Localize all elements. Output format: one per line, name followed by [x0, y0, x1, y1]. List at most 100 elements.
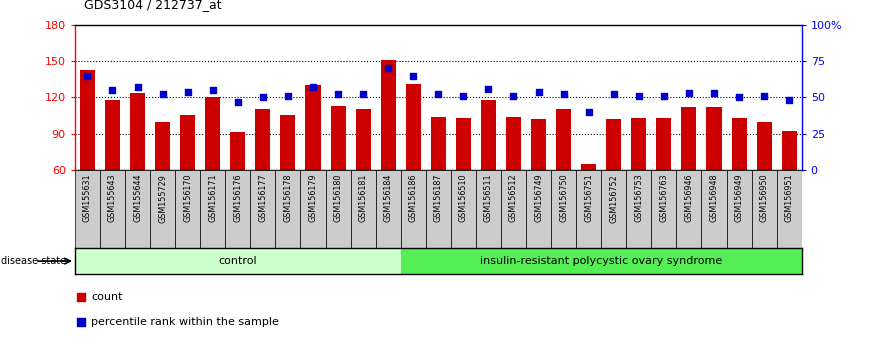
Text: GDS3104 / 212737_at: GDS3104 / 212737_at [84, 0, 221, 11]
Bar [677, 170, 701, 248]
Bar [356, 109, 371, 170]
Bar [481, 100, 496, 170]
Text: GSM156512: GSM156512 [509, 174, 518, 222]
Bar [130, 92, 145, 170]
Bar [351, 170, 375, 248]
Point [581, 109, 596, 115]
Text: GSM156177: GSM156177 [258, 174, 267, 222]
Bar [105, 100, 120, 170]
Point [757, 93, 771, 99]
Point [707, 90, 721, 96]
Point [181, 89, 195, 95]
Point [481, 86, 495, 91]
Text: GSM156510: GSM156510 [459, 174, 468, 222]
Point [657, 93, 671, 99]
Point [156, 92, 170, 97]
Bar [250, 170, 276, 248]
Bar [280, 115, 295, 170]
Text: GSM155631: GSM155631 [83, 174, 92, 222]
Bar [777, 170, 802, 248]
Point [607, 92, 621, 97]
Text: GSM156180: GSM156180 [334, 174, 343, 222]
Bar [651, 170, 677, 248]
Bar [451, 170, 476, 248]
Point [281, 93, 295, 99]
Bar [175, 170, 200, 248]
Bar [180, 115, 196, 170]
Point [255, 95, 270, 100]
Bar [506, 117, 521, 170]
Bar [100, 170, 125, 248]
Bar [701, 170, 727, 248]
Bar [431, 117, 446, 170]
Point [432, 92, 445, 97]
Bar [330, 106, 345, 170]
Bar [681, 107, 697, 170]
Bar [552, 170, 576, 248]
Bar [576, 170, 601, 248]
Text: GSM156179: GSM156179 [308, 174, 317, 222]
Point [306, 84, 320, 90]
Bar [632, 118, 647, 170]
Text: GSM156763: GSM156763 [659, 174, 669, 222]
Bar [556, 109, 571, 170]
Bar [205, 97, 220, 170]
Bar [455, 118, 470, 170]
Bar [150, 170, 175, 248]
Text: GSM156178: GSM156178 [284, 174, 292, 222]
Point [406, 73, 420, 78]
Text: insulin-resistant polycystic ovary syndrome: insulin-resistant polycystic ovary syndr… [480, 256, 722, 266]
Bar [707, 107, 722, 170]
Bar [375, 170, 401, 248]
Text: GSM156184: GSM156184 [383, 174, 393, 222]
Point [74, 319, 88, 325]
Bar [80, 69, 95, 170]
Bar [276, 170, 300, 248]
Bar [731, 118, 746, 170]
Point [632, 93, 646, 99]
Text: GSM156948: GSM156948 [709, 174, 719, 222]
Bar [381, 60, 396, 170]
Point [356, 92, 370, 97]
Text: GSM156750: GSM156750 [559, 174, 568, 222]
Text: GSM156946: GSM156946 [685, 174, 693, 222]
Bar [155, 121, 170, 170]
Text: GSM156753: GSM156753 [634, 174, 643, 222]
Bar [230, 132, 245, 170]
Point [682, 90, 696, 96]
Text: GSM156951: GSM156951 [785, 174, 794, 222]
Point [205, 87, 219, 93]
Text: GSM156950: GSM156950 [759, 174, 768, 222]
Text: GSM156186: GSM156186 [409, 174, 418, 222]
Bar [300, 170, 325, 248]
Text: GSM156187: GSM156187 [433, 174, 443, 222]
Bar [226, 170, 250, 248]
Bar [727, 170, 751, 248]
Bar [751, 170, 777, 248]
Point [456, 93, 470, 99]
Bar [601, 170, 626, 248]
Point [557, 92, 571, 97]
Bar [426, 170, 451, 248]
Bar [476, 170, 501, 248]
Bar [781, 131, 796, 170]
Bar [401, 248, 802, 274]
Bar [626, 170, 651, 248]
Point [106, 87, 120, 93]
Bar [406, 84, 421, 170]
Point [732, 95, 746, 100]
Text: GSM156171: GSM156171 [208, 174, 218, 222]
Point [531, 89, 545, 95]
Text: control: control [218, 256, 257, 266]
Text: GSM155643: GSM155643 [108, 174, 117, 222]
Bar [125, 170, 150, 248]
Bar [401, 170, 426, 248]
Text: GSM156176: GSM156176 [233, 174, 242, 222]
Bar [757, 121, 772, 170]
Point [507, 93, 521, 99]
Bar [200, 170, 226, 248]
Bar [255, 109, 270, 170]
Text: GSM156751: GSM156751 [584, 174, 593, 222]
Point [80, 73, 94, 78]
Text: disease state: disease state [1, 256, 66, 266]
